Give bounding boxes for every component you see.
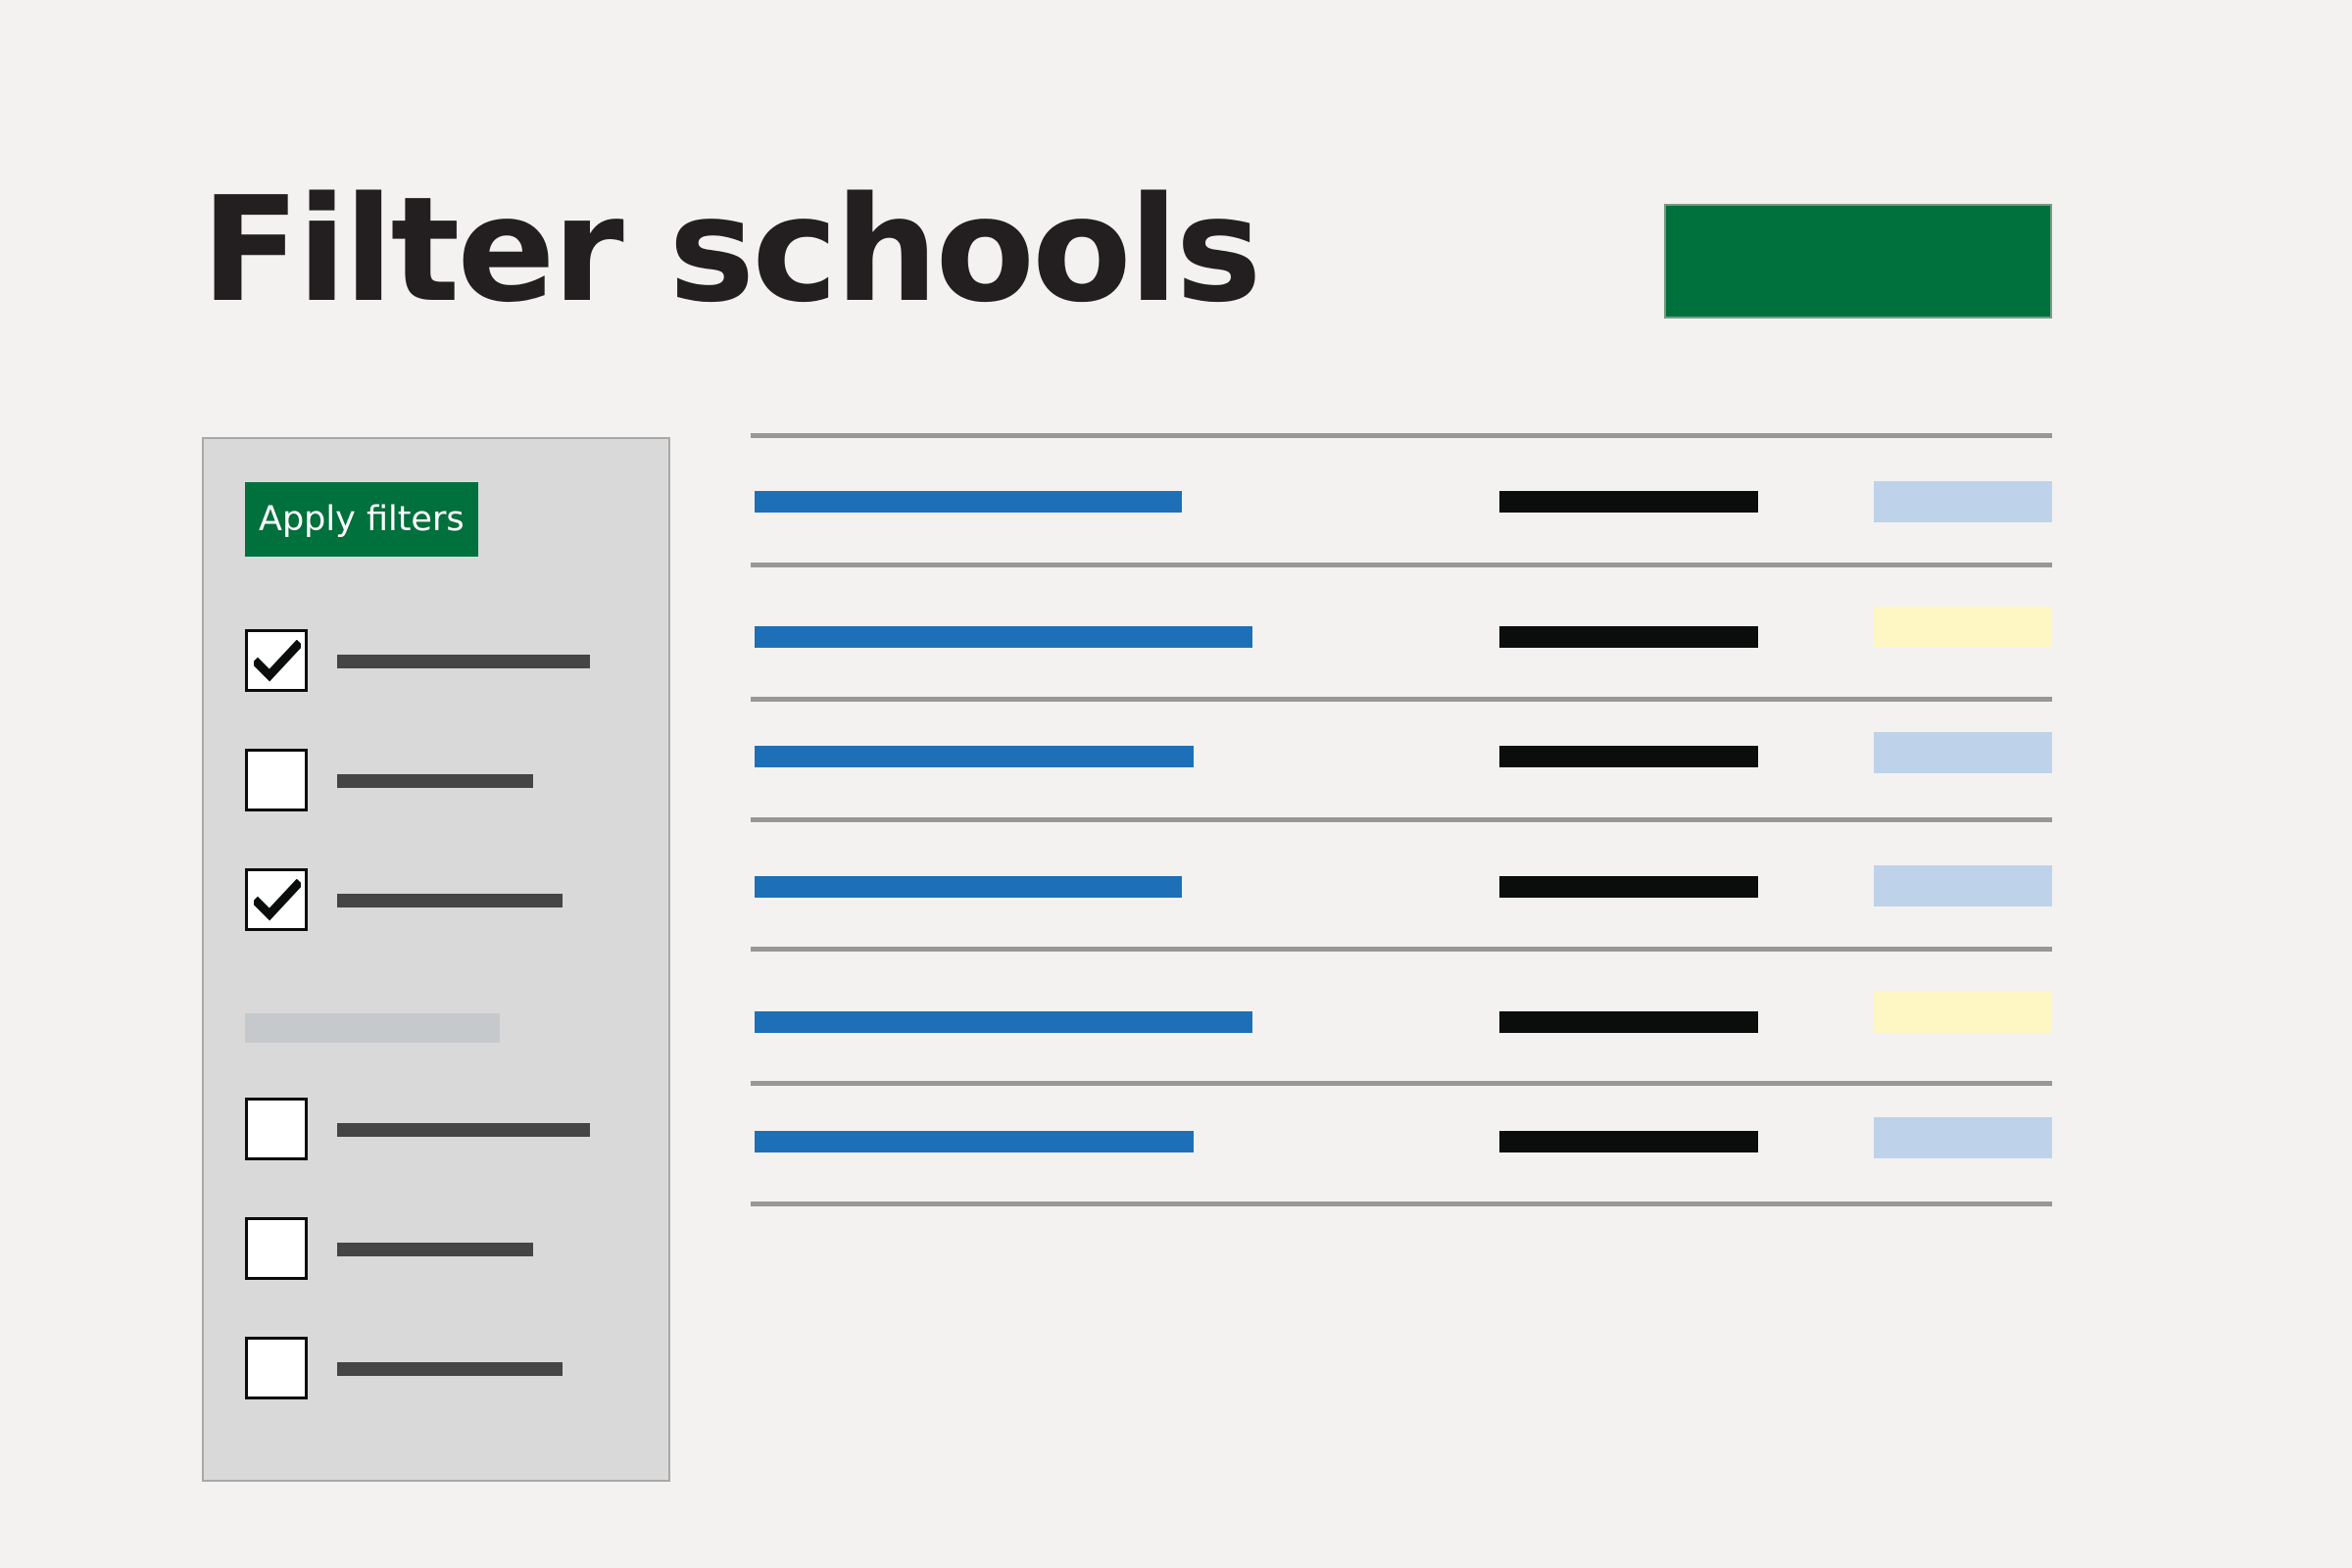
apply-filters-button[interactable]: Apply filters (245, 482, 478, 557)
school-detail (1499, 626, 1758, 648)
table-divider (751, 563, 2052, 567)
school-detail (1499, 1131, 1758, 1152)
filter-checkbox[interactable] (245, 749, 308, 811)
filter-section-heading (245, 1013, 500, 1043)
filter-option-label (337, 894, 563, 907)
school-name-link[interactable] (755, 1011, 1252, 1033)
filter-option-label (337, 1243, 533, 1256)
filter-option-label (337, 774, 533, 788)
school-name-link[interactable] (755, 1131, 1194, 1152)
filter-panel: Apply filters (202, 437, 670, 1482)
primary-action-button[interactable] (1664, 204, 2052, 318)
school-detail (1499, 1011, 1758, 1033)
table-divider (751, 433, 2052, 438)
filter-checkbox[interactable] (245, 1217, 308, 1280)
school-detail (1499, 746, 1758, 767)
filter-option-label (337, 655, 590, 668)
status-tag (1874, 607, 2052, 648)
filter-option-label (337, 1362, 563, 1376)
status-tag (1874, 732, 2052, 773)
results-table (751, 433, 2052, 1207)
filter-checkbox[interactable] (245, 868, 308, 931)
status-tag (1874, 1117, 2052, 1158)
filter-option-label (337, 1123, 590, 1137)
school-name-link[interactable] (755, 746, 1194, 767)
checkmark-icon (254, 879, 301, 921)
table-divider (751, 1081, 2052, 1086)
table-divider (751, 1201, 2052, 1206)
checkmark-icon (254, 640, 301, 682)
status-tag (1874, 865, 2052, 906)
school-name-link[interactable] (755, 876, 1182, 898)
filter-checkbox[interactable] (245, 629, 308, 692)
filter-checkbox[interactable] (245, 1337, 308, 1399)
table-divider (751, 817, 2052, 822)
page-title: Filter schools (201, 166, 1262, 334)
school-detail (1499, 491, 1758, 513)
school-name-link[interactable] (755, 626, 1252, 648)
status-tag (1874, 481, 2052, 522)
filter-checkbox[interactable] (245, 1098, 308, 1160)
table-divider (751, 947, 2052, 952)
table-divider (751, 697, 2052, 702)
school-detail (1499, 876, 1758, 898)
school-name-link[interactable] (755, 491, 1182, 513)
status-tag (1874, 992, 2052, 1033)
